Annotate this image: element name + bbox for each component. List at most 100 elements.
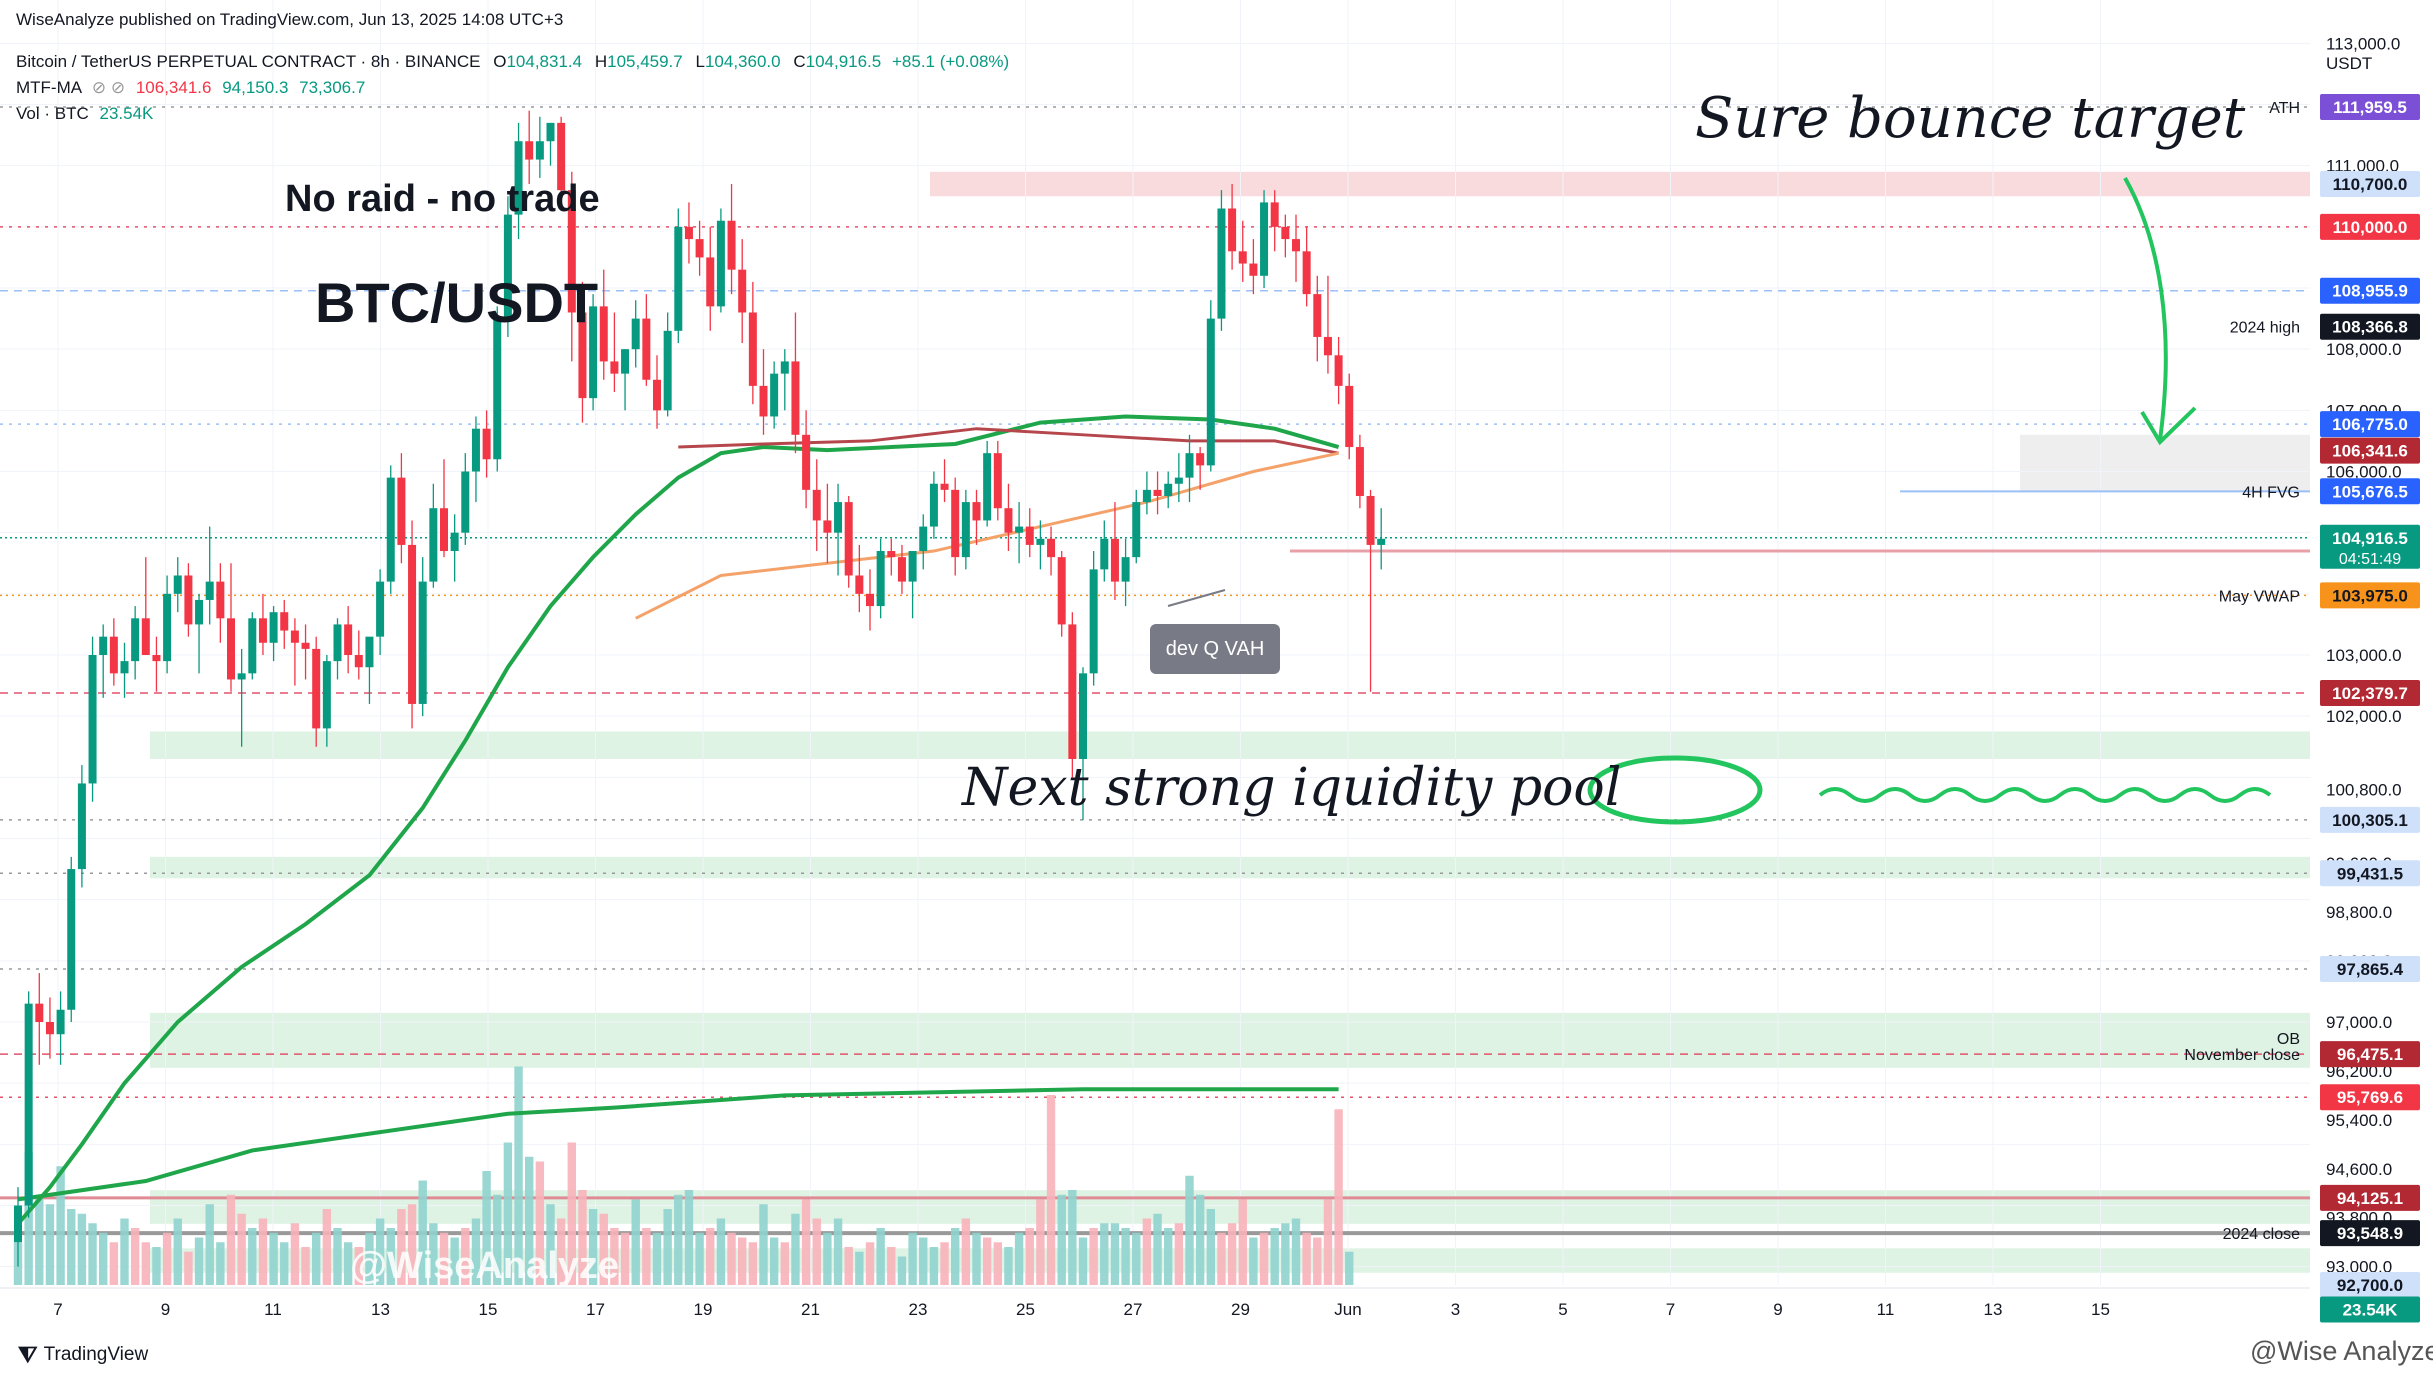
price-label-text: 96,475.1: [2337, 1045, 2403, 1064]
price-label-text: 106,775.0: [2332, 415, 2408, 434]
time-tick: 19: [694, 1300, 713, 1319]
low-value: 104,360.0: [704, 52, 781, 71]
candle-body: [14, 1205, 22, 1243]
volume-bar: [24, 1152, 33, 1285]
volume-bar: [695, 1232, 704, 1285]
candle-body: [280, 612, 289, 631]
time-tick: 13: [1984, 1300, 2003, 1319]
high-label: H: [594, 52, 608, 71]
change-value: +85.1 (+0.08%): [891, 52, 1010, 71]
time-tick: 17: [586, 1300, 605, 1319]
candle-body: [173, 575, 182, 594]
time-tick: 11: [264, 1300, 282, 1319]
tradingview-logo-icon: ⧨: [18, 1342, 38, 1367]
volume-bar: [258, 1218, 268, 1285]
candle-body: [684, 226, 693, 240]
time-axis[interactable]: 7 9 11 13 15 17 19 21 23 25 27 29 Jun 3 5 7 9 11 13 15: [0, 1287, 2310, 1319]
mtf-ma-red-line: [678, 427, 1339, 455]
volume-bar: [982, 1237, 992, 1285]
volume-bar: [546, 1204, 555, 1285]
volume-bar: [972, 1232, 981, 1285]
volume-bar: [1164, 1228, 1173, 1285]
candle-body: [1228, 208, 1237, 252]
volume-bar: [1313, 1237, 1322, 1285]
price-axis[interactable]: 113,000.0111,000.0110,000.0109,000.0108,…: [2184, 0, 2433, 1378]
volume-bar: [1068, 1190, 1077, 1285]
price-label-box: [2320, 524, 2420, 569]
brand-name: TradingView: [43, 1344, 149, 1365]
candle-body: [1015, 526, 1024, 533]
volume-legend[interactable]: Vol · BTC 23.54K: [16, 104, 153, 124]
time-tick: 15: [479, 1300, 498, 1319]
candle-body: [1153, 489, 1162, 496]
candle-body: [567, 190, 576, 313]
time-tick: 15: [2091, 1300, 2110, 1319]
volume-bar: [333, 1228, 342, 1285]
time-tick: 5: [1558, 1300, 1567, 1319]
publisher-line: WiseAnalyze published on TradingView.com…: [16, 10, 564, 29]
open-label: O: [493, 52, 507, 71]
price-label-box: [2320, 277, 2420, 304]
candle-body: [599, 306, 608, 362]
time-tick: 7: [53, 1300, 62, 1319]
volume-bar: [940, 1242, 949, 1285]
candle-body: [1110, 538, 1119, 582]
candle-body: [631, 318, 640, 350]
price-tick: 103,000.0: [2326, 646, 2402, 665]
volume-bar: [35, 1194, 44, 1285]
level-side-label: May VWAP: [2219, 588, 2300, 605]
volume-bar: [684, 1190, 694, 1285]
visibility-icon[interactable]: ⊘ ⊘: [91, 78, 126, 97]
candle-body: [929, 483, 938, 527]
volume-bar: [67, 1209, 76, 1285]
volume-bar: [961, 1218, 971, 1285]
volume-bar: [1110, 1223, 1120, 1285]
volume-bar: [876, 1228, 885, 1285]
volume-bar: [1100, 1223, 1109, 1285]
candle-body: [961, 502, 970, 558]
volume-bar: [908, 1232, 917, 1285]
volume-bar: [514, 1066, 523, 1285]
candle-body: [1132, 502, 1141, 558]
candle-body: [663, 330, 672, 411]
symbol-title[interactable]: Bitcoin / TetherUS PERPETUAL CONTRACT · …: [16, 52, 481, 71]
candle-body: [706, 257, 715, 307]
volume-bar: [535, 1161, 545, 1285]
price-tick: 100,800.0: [2326, 781, 2402, 800]
volume-bar: [855, 1251, 864, 1285]
volume-bar: [1046, 1095, 1056, 1285]
candle-body: [1057, 557, 1066, 625]
volume-bar: [99, 1232, 108, 1285]
candle-body: [802, 434, 811, 490]
candle-body: [269, 612, 278, 643]
candle-body: [887, 551, 896, 558]
footer-brand[interactable]: ⧨ TradingView: [18, 1342, 148, 1368]
candle-body: [695, 239, 704, 258]
volume-bar: [1132, 1232, 1141, 1285]
currency-label[interactable]: USDT: [2326, 54, 2373, 73]
candles-layer: [14, 110, 1386, 1267]
level-side-label: November close: [2184, 1047, 2300, 1064]
volume-bar: [205, 1204, 214, 1285]
candle-body: [195, 599, 204, 625]
volume-bar: [1217, 1232, 1226, 1285]
volume-bar: [791, 1213, 800, 1285]
price-label-box: [2320, 1220, 2420, 1247]
candle-body: [621, 349, 630, 374]
candle-body: [1313, 294, 1322, 337]
volume-bar: [88, 1223, 97, 1285]
dev-q-vah-callout[interactable]: dev Q VAH: [1150, 624, 1280, 674]
candle-body: [1238, 251, 1247, 264]
price-label-box: [2320, 860, 2420, 887]
demand-zone-0: [150, 731, 2310, 759]
price-label-box: [2320, 478, 2420, 505]
time-tick: 21: [801, 1300, 820, 1319]
candle-body: [205, 581, 214, 600]
volume-bar: [152, 1247, 161, 1285]
candle-body: [503, 214, 512, 319]
volume-bar: [503, 1142, 513, 1285]
mtf-ma-legend[interactable]: MTF-MA ⊘ ⊘ 106,341.6 94,150.3 73,306.7: [16, 78, 365, 98]
volume-bar: [1291, 1218, 1301, 1285]
supply-zone: [930, 171, 2310, 197]
